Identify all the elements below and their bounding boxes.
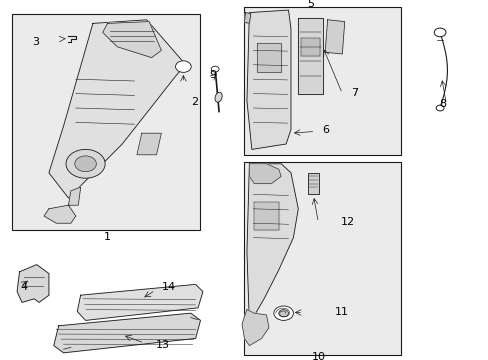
Text: 14: 14 (161, 282, 175, 292)
Circle shape (273, 306, 293, 320)
Text: 11: 11 (334, 307, 348, 317)
Circle shape (211, 66, 219, 72)
Bar (244, 162, 400, 355)
Polygon shape (246, 164, 298, 324)
Polygon shape (300, 38, 320, 56)
Bar (244, 7, 400, 155)
Text: 4: 4 (20, 282, 28, 292)
Polygon shape (298, 18, 322, 94)
Circle shape (75, 156, 96, 172)
Polygon shape (325, 20, 344, 54)
Polygon shape (256, 43, 281, 72)
Polygon shape (17, 265, 49, 302)
Text: 2: 2 (190, 96, 198, 107)
Polygon shape (54, 313, 200, 353)
Circle shape (66, 149, 105, 178)
Text: 3: 3 (32, 37, 39, 48)
Circle shape (278, 310, 288, 317)
Circle shape (433, 28, 445, 37)
Polygon shape (77, 284, 203, 320)
Circle shape (435, 105, 443, 111)
Text: 8: 8 (438, 99, 446, 109)
Polygon shape (102, 22, 161, 58)
Polygon shape (254, 202, 278, 230)
Text: 12: 12 (341, 217, 355, 228)
Polygon shape (246, 10, 290, 149)
Bar (307, 173, 318, 194)
Bar (12, 14, 200, 230)
Polygon shape (49, 20, 185, 198)
Polygon shape (249, 164, 281, 184)
Text: 9: 9 (209, 70, 216, 80)
Polygon shape (44, 187, 81, 223)
Text: 6: 6 (321, 125, 328, 135)
Polygon shape (244, 13, 250, 23)
Text: 5: 5 (306, 0, 313, 9)
Text: 1: 1 (104, 232, 111, 242)
Circle shape (175, 61, 191, 72)
Text: 7: 7 (350, 88, 358, 98)
Ellipse shape (215, 92, 222, 102)
Text: 10: 10 (311, 352, 325, 360)
Polygon shape (137, 133, 161, 155)
Text: 13: 13 (155, 340, 169, 350)
Polygon shape (242, 310, 268, 346)
